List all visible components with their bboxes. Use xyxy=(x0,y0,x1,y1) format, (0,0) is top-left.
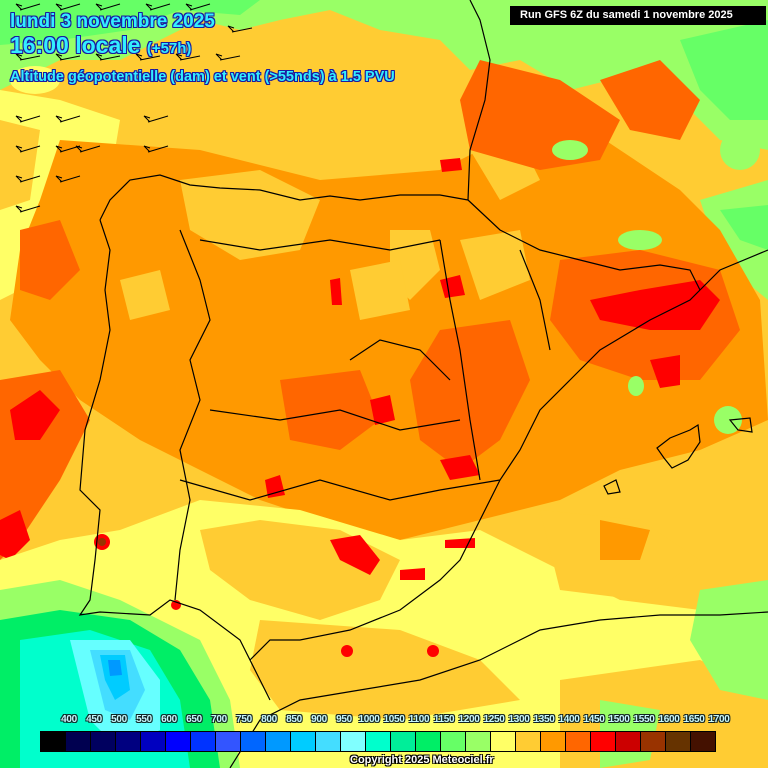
colorbar-label: 1700 xyxy=(708,714,730,725)
lead-time: (+57h) xyxy=(146,40,192,57)
colorbar-label: 450 xyxy=(86,714,102,725)
colorbar-cell xyxy=(241,732,266,751)
colorbar-label: 1000 xyxy=(358,714,380,725)
colorbar-label: 1600 xyxy=(658,714,680,725)
colorbar-cell xyxy=(216,732,241,751)
colorbar-label: 1050 xyxy=(383,714,405,725)
colorbar-cell xyxy=(291,732,316,751)
colorbar-label: 1350 xyxy=(533,714,555,725)
colorbar-cell xyxy=(391,732,416,751)
colorbar-cell xyxy=(516,732,541,751)
colorbar-cell xyxy=(466,732,491,751)
colorbar-label: 1150 xyxy=(433,714,455,725)
colorbar-cell xyxy=(441,732,466,751)
colorbar-label: 1100 xyxy=(408,714,430,725)
colorbar-cell xyxy=(691,732,715,751)
colorbar-label: 1650 xyxy=(683,714,705,725)
colorbar-label: 550 xyxy=(136,714,152,725)
colorbar-cell xyxy=(116,732,141,751)
colorbar-label: 950 xyxy=(336,714,352,725)
colorbar-cell xyxy=(491,732,516,751)
colorbar-cell xyxy=(666,732,691,751)
wind-barbs xyxy=(15,3,253,213)
colorbar-cell xyxy=(341,732,366,751)
colorbar-label: 500 xyxy=(111,714,127,725)
forecast-time: 16:00 locale (+57h) xyxy=(10,34,191,57)
colorbar-label: 600 xyxy=(161,714,177,725)
colorbar-cell xyxy=(616,732,641,751)
colorbar-legend xyxy=(40,731,716,752)
colorbar-label: 1250 xyxy=(483,714,505,725)
colorbar-label: 400 xyxy=(61,714,77,725)
colorbar-cell xyxy=(416,732,441,751)
colorbar-cell xyxy=(141,732,166,751)
colorbar-label: 650 xyxy=(186,714,202,725)
colorbar-cell xyxy=(266,732,291,751)
forecast-date: lundi 3 novembre 2025 xyxy=(10,11,215,32)
colorbar-cell xyxy=(166,732,191,751)
colorbar-cell xyxy=(541,732,566,751)
colorbar-label: 900 xyxy=(311,714,327,725)
colorbar-cell xyxy=(366,732,391,751)
colorbar-cell xyxy=(641,732,666,751)
local-time: 16:00 locale xyxy=(10,32,141,58)
colorbar-label: 1550 xyxy=(633,714,655,725)
colorbar-cell xyxy=(316,732,341,751)
colorbar-label: 1200 xyxy=(458,714,480,725)
copyright-notice: Copyright 2025 Meteociel.fr xyxy=(350,754,494,766)
colorbar-label: 850 xyxy=(286,714,302,725)
colorbar-label: 700 xyxy=(211,714,227,725)
parameter-title: Altitude géopotentielle (dam) et vent (>… xyxy=(10,69,395,85)
colorbar-cell xyxy=(66,732,91,751)
colorbar-labels: 400 450 500 550 600 650 700 750 800 850 900 950 1000… xyxy=(40,714,730,728)
colorbar-label: 1450 xyxy=(583,714,605,725)
colorbar-cell xyxy=(91,732,116,751)
colorbar-label: 800 xyxy=(261,714,277,725)
colorbar-label: 750 xyxy=(236,714,252,725)
colorbar-cell xyxy=(41,732,66,751)
colorbar-cell xyxy=(566,732,591,751)
colorbar-cell xyxy=(191,732,216,751)
colorbar-label: 1300 xyxy=(508,714,530,725)
colorbar-label: 1500 xyxy=(608,714,630,725)
colorbar-label: 1400 xyxy=(558,714,580,725)
model-run-label: Run GFS 6Z du samedi 1 novembre 2025 xyxy=(510,6,766,25)
colorbar-cell xyxy=(591,732,616,751)
